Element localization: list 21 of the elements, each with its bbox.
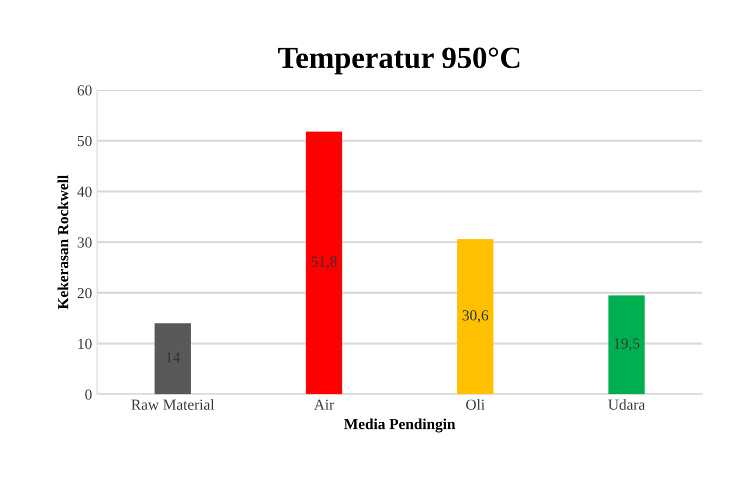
- data-label: 19,5: [614, 338, 640, 351]
- y-tick-label: 60: [78, 85, 92, 96]
- x-axis-title: Media Pendingin: [344, 418, 456, 432]
- x-tick-label: Oli: [466, 399, 485, 410]
- bar: [457, 239, 494, 394]
- y-tick-label: 50: [78, 136, 92, 146]
- y-axis-title: Kekerasan Rockwell: [58, 175, 68, 310]
- y-tick-label: 10: [78, 338, 92, 349]
- bar: [608, 295, 645, 394]
- y-tick-label: 20: [78, 288, 92, 298]
- x-tick-label: Raw Material: [131, 399, 214, 410]
- data-label: 51,8: [312, 256, 337, 269]
- bar: [306, 132, 342, 394]
- bar: [154, 323, 191, 394]
- y-tick-label: 30: [78, 237, 92, 248]
- y-tick-label: 0: [85, 389, 92, 400]
- x-tick-label: Udara: [608, 399, 645, 410]
- data-label: 30,6: [462, 310, 488, 323]
- y-tick-label: 40: [77, 186, 92, 197]
- chart-title: Temperatur 950°C: [278, 48, 520, 74]
- x-tick-label: Air: [314, 400, 334, 410]
